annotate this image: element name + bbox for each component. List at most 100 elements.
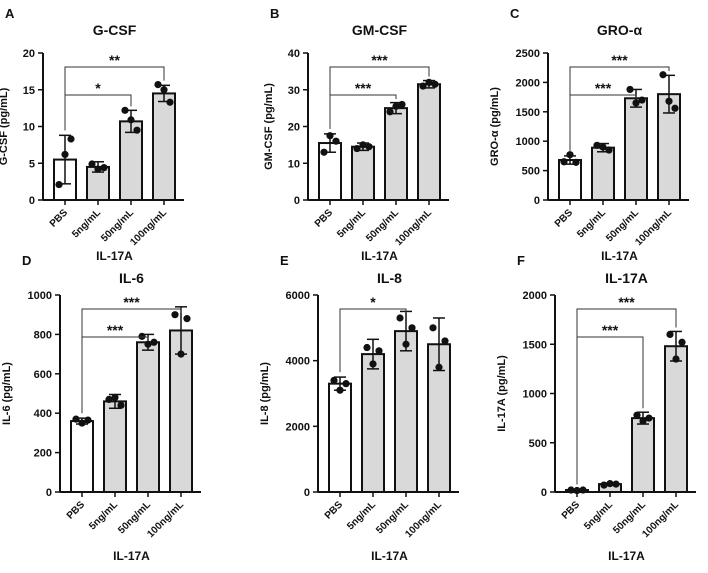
significance-label: * (95, 80, 101, 96)
y-tick-label: 30 (288, 85, 300, 97)
data-point (72, 415, 80, 423)
data-point (160, 86, 168, 94)
y-tick-label: 500 (529, 438, 547, 450)
data-point (429, 324, 437, 332)
y-axis-label: G-CSF (pg/mL) (0, 87, 10, 165)
y-tick-label: 4000 (286, 356, 310, 368)
data-point (572, 158, 580, 166)
bar (70, 420, 94, 493)
panel-title: GM-CSF (352, 22, 408, 38)
data-point (645, 414, 653, 422)
data-point (84, 416, 92, 424)
data-point (402, 340, 410, 348)
data-point (78, 419, 86, 427)
y-tick-label: 0 (534, 195, 540, 207)
data-point (365, 143, 373, 151)
data-point (612, 480, 620, 488)
y-tick-label: 6000 (286, 290, 310, 302)
data-point (431, 80, 439, 88)
data-point (638, 96, 646, 104)
y-tick-label: 1000 (28, 290, 52, 302)
y-tick-label: 0 (304, 487, 310, 499)
y-tick-label: 600 (34, 369, 52, 381)
x-tick-label: 5ng/mL (335, 207, 368, 240)
data-point (425, 78, 433, 86)
data-point (177, 350, 185, 358)
y-axis-label: IL-17A (pg/mL) (496, 355, 508, 432)
data-point (183, 315, 191, 323)
data-point (386, 108, 394, 116)
data-point (144, 340, 152, 348)
data-point (579, 486, 587, 494)
y-tick-label: 0 (29, 195, 35, 207)
y-tick-label: 200 (34, 448, 52, 460)
data-point (105, 395, 113, 404)
x-tick-label: PBS (313, 207, 336, 230)
y-axis-label: IL-6 (pg/mL) (1, 362, 13, 425)
data-point (639, 417, 647, 425)
data-point (67, 135, 75, 143)
x-axis-label: IL-17A (601, 249, 638, 263)
data-point (606, 480, 614, 488)
y-tick-label: 10 (288, 158, 300, 170)
data-point (150, 338, 158, 346)
bar (152, 92, 176, 201)
y-tick-label: 2000 (523, 290, 547, 302)
bar (631, 417, 655, 493)
bar (591, 146, 615, 201)
data-point (369, 360, 377, 368)
data-point (154, 81, 162, 89)
significance-label: *** (595, 80, 612, 96)
bar (664, 345, 688, 493)
data-point (408, 324, 416, 332)
data-point (573, 486, 581, 495)
x-axis-label: IL-17A (608, 549, 645, 563)
data-point (560, 158, 568, 166)
x-axis-label: IL-17A (113, 549, 150, 563)
panel-letter: C (510, 6, 520, 21)
panel-d: D IL-6 0 200 400 600 800 1000 IL-6 (pg/mL) PBS 5ng… (1, 253, 201, 563)
data-point (138, 332, 146, 340)
data-point (94, 165, 102, 173)
significance-bracket (329, 66, 430, 129)
data-point (55, 180, 63, 189)
bar (558, 159, 582, 202)
significance-bracket (569, 66, 670, 151)
data-point (353, 144, 361, 153)
y-axis-label: GRO-α (pg/mL) (489, 87, 501, 166)
y-tick-label: 1500 (523, 339, 547, 351)
x-tick-label: PBS (560, 499, 583, 522)
y-tick-label: 800 (34, 329, 52, 341)
y-tick-label: 0 (46, 487, 52, 499)
panel-title: GRO-α (597, 22, 643, 38)
y-axis-label: GM-CSF (pg/mL) (263, 83, 275, 170)
data-point (599, 143, 607, 151)
data-point (633, 411, 641, 419)
y-tick-label: 500 (522, 166, 540, 178)
data-point (88, 160, 96, 168)
data-point (320, 148, 328, 156)
significance-label: *** (371, 52, 388, 68)
y-tick-label: 2000 (516, 77, 540, 89)
significance-bracket (81, 308, 182, 414)
x-tick-label: PBS (65, 499, 88, 522)
x-tick-label: 5ng/mL (575, 207, 608, 240)
data-point (419, 82, 427, 90)
y-tick-label: 40 (288, 48, 300, 60)
panel-letter: D (22, 253, 31, 268)
x-axis-label: IL-17A (96, 249, 133, 263)
data-point (392, 102, 400, 110)
significance-label: * (370, 294, 376, 310)
panel-letter: E (280, 253, 289, 268)
data-point (566, 151, 574, 159)
panel-title: G-CSF (93, 22, 137, 38)
data-point (593, 141, 601, 149)
data-point (398, 100, 406, 109)
panel-letter: F (517, 253, 525, 268)
x-tick-label: 5ng/mL (87, 499, 120, 532)
data-point (100, 164, 108, 172)
data-point (121, 106, 129, 114)
data-point (665, 97, 673, 105)
